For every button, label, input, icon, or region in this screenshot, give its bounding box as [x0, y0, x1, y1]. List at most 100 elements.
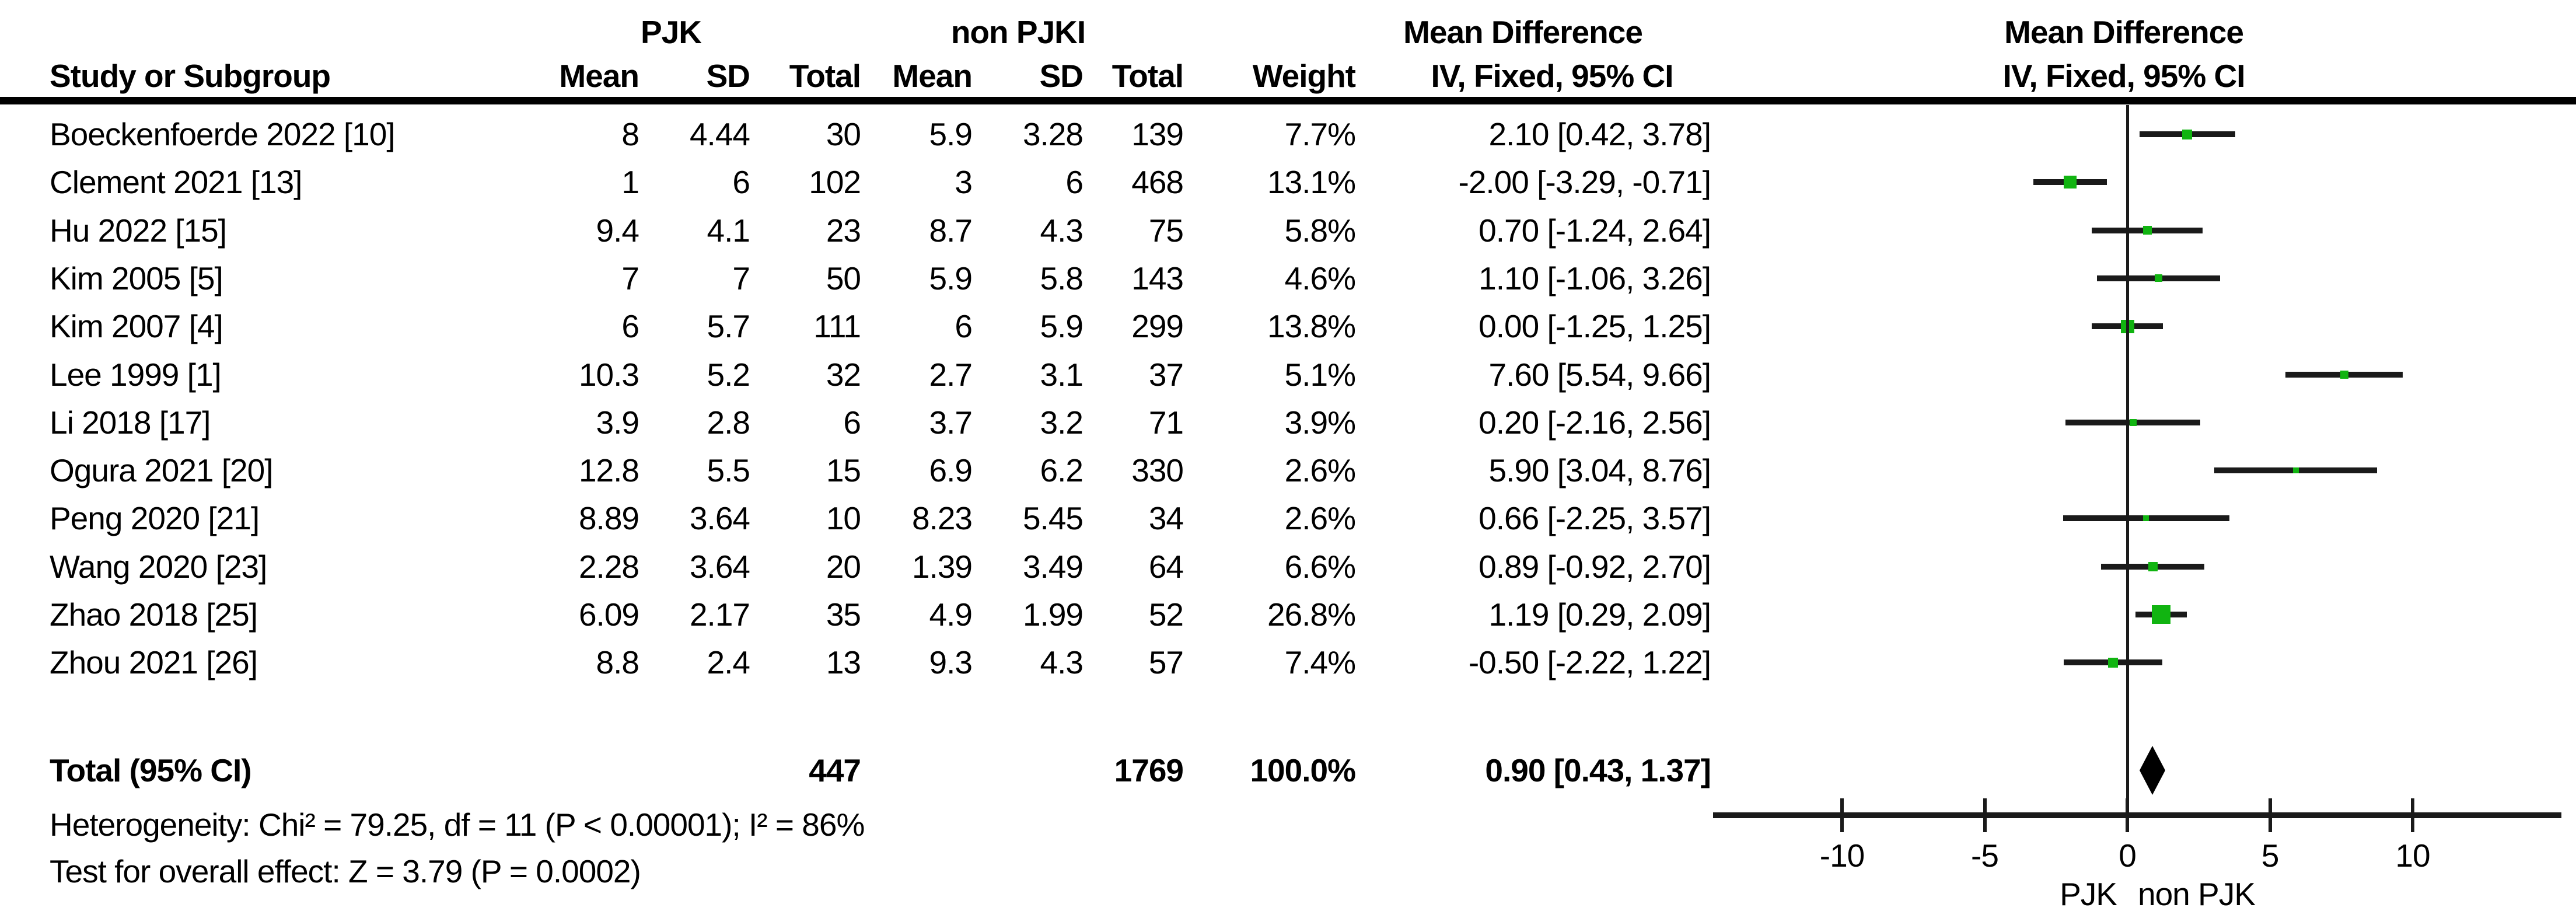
x-axis — [1713, 812, 2561, 818]
study-mean2: 8.7 — [929, 212, 973, 249]
total-total2: 1769 — [1114, 752, 1184, 788]
study-sd1: 7 — [732, 260, 750, 296]
total-label: Total (95% CI) — [50, 752, 252, 788]
study-name: Boeckenfoerde 2022 [10] — [50, 116, 396, 152]
study-ci_text: 2.10 [0.42, 3.78] — [1488, 116, 1711, 152]
study-sd2: 6.2 — [1040, 452, 1083, 489]
study-sd2: 3.49 — [1022, 548, 1083, 585]
study-total1: 111 — [813, 308, 861, 345]
axis-tick-label: 10 — [2395, 837, 2430, 874]
study-sd2: 5.9 — [1040, 308, 1083, 345]
axis-tick — [2268, 798, 2272, 832]
study-ci_text: 1.19 [0.29, 2.09] — [1488, 596, 1711, 633]
study-mean2: 4.9 — [929, 596, 973, 633]
study-mean2: 5.9 — [929, 260, 973, 296]
study-sd1: 3.64 — [689, 548, 750, 585]
favours-right-label: non PJK — [2138, 876, 2256, 912]
study-weight: 2.6% — [1284, 452, 1356, 489]
study-total2: 52 — [1148, 596, 1184, 633]
study-sd1: 5.2 — [707, 356, 750, 393]
study-mean1: 12.8 — [578, 452, 639, 489]
axis-tick — [1840, 798, 1844, 832]
study-total1: 6 — [843, 404, 861, 441]
study-total2: 71 — [1148, 404, 1184, 441]
col-header-ci: IV, Fixed, 95% CI — [1431, 58, 1673, 94]
study-mean1: 8.8 — [596, 644, 639, 681]
study-total1: 35 — [826, 596, 861, 633]
study-total2: 75 — [1148, 212, 1184, 249]
study-total1: 50 — [826, 260, 861, 296]
axis-tick-label: 0 — [2119, 837, 2137, 874]
study-weight: 13.8% — [1267, 308, 1356, 345]
study-mean1: 10.3 — [578, 356, 639, 393]
study-weight: 5.8% — [1284, 212, 1356, 249]
total-ci_text: 0.90 [0.43, 1.37] — [1485, 752, 1711, 788]
total-diamond — [2140, 746, 2166, 795]
study-weight: 7.7% — [1284, 116, 1356, 152]
study-sd1: 4.1 — [707, 212, 750, 249]
study-mean2: 2.7 — [929, 356, 973, 393]
study-name: Peng 2020 [21] — [50, 500, 260, 537]
axis-tick-label: 5 — [2261, 837, 2280, 874]
study-weight: 26.8% — [1267, 596, 1356, 633]
effect-marker — [2129, 418, 2137, 426]
study-sd1: 6 — [732, 164, 750, 201]
study-weight: 6.6% — [1284, 548, 1356, 585]
study-mean2: 8.23 — [911, 500, 973, 537]
col-header-total2: Total — [1112, 58, 1184, 94]
study-ci_text: -0.50 [-2.22, 1.22] — [1468, 644, 1711, 681]
study-mean1: 2.28 — [578, 548, 639, 585]
study-name: Zhao 2018 [25] — [50, 596, 258, 633]
study-total1: 20 — [826, 548, 861, 585]
effect-marker — [2064, 176, 2077, 189]
study-total2: 468 — [1131, 164, 1184, 201]
study-mean2: 6 — [955, 308, 973, 345]
header-rule — [0, 97, 2576, 104]
study-mean1: 7 — [621, 260, 639, 296]
effect-marker — [2182, 129, 2193, 139]
axis-tick-label: -5 — [1971, 837, 1999, 874]
study-name: Kim 2005 [5] — [50, 260, 223, 296]
study-mean2: 1.39 — [911, 548, 973, 585]
study-total2: 299 — [1131, 308, 1184, 345]
col-header-study: Study or Subgroup — [50, 58, 331, 94]
col-header-weight: Weight — [1252, 58, 1356, 94]
study-total2: 330 — [1131, 452, 1184, 489]
study-ci_text: 1.10 [-1.06, 3.26] — [1479, 260, 1711, 296]
study-sd2: 3.28 — [1022, 116, 1083, 152]
axis-tick-label: -10 — [1819, 837, 1865, 874]
study-total1: 102 — [809, 164, 861, 201]
study-ci_text: 0.20 [-2.16, 2.56] — [1479, 404, 1711, 441]
col-group-pjk: PJK — [641, 14, 702, 50]
effect-marker — [2148, 561, 2158, 571]
study-total2: 57 — [1148, 644, 1184, 681]
study-sd2: 6 — [1065, 164, 1083, 201]
study-ci_text: 0.66 [-2.25, 3.57] — [1479, 500, 1711, 537]
study-sd1: 5.7 — [707, 308, 750, 345]
study-mean1: 8.89 — [578, 500, 639, 537]
study-total2: 37 — [1148, 356, 1184, 393]
study-total1: 23 — [826, 212, 861, 249]
study-sd2: 4.3 — [1040, 212, 1083, 249]
study-name: Hu 2022 [15] — [50, 212, 227, 249]
study-ci_text: -2.00 [-3.29, -0.71] — [1458, 164, 1711, 201]
col-group-md-plot: Mean Difference — [2004, 14, 2244, 50]
effect-marker — [2143, 515, 2149, 522]
study-mean1: 3.9 — [596, 404, 639, 441]
effect-marker — [2142, 226, 2152, 235]
study-weight: 2.6% — [1284, 500, 1356, 537]
study-name: Lee 1999 [1] — [50, 356, 222, 393]
heterogeneity-text: Heterogeneity: Chi² = 79.25, df = 11 (P … — [50, 807, 865, 843]
study-total2: 143 — [1131, 260, 1184, 296]
study-weight: 5.1% — [1284, 356, 1356, 393]
study-weight: 13.1% — [1267, 164, 1356, 201]
study-total1: 10 — [826, 500, 861, 537]
study-mean1: 6.09 — [578, 596, 639, 633]
study-ci_text: 0.00 [-1.25, 1.25] — [1479, 308, 1711, 345]
effect-marker — [2292, 467, 2299, 474]
study-total1: 13 — [826, 644, 861, 681]
study-mean1: 6 — [621, 308, 639, 345]
study-sd1: 4.44 — [689, 116, 750, 152]
study-total2: 139 — [1131, 116, 1184, 152]
